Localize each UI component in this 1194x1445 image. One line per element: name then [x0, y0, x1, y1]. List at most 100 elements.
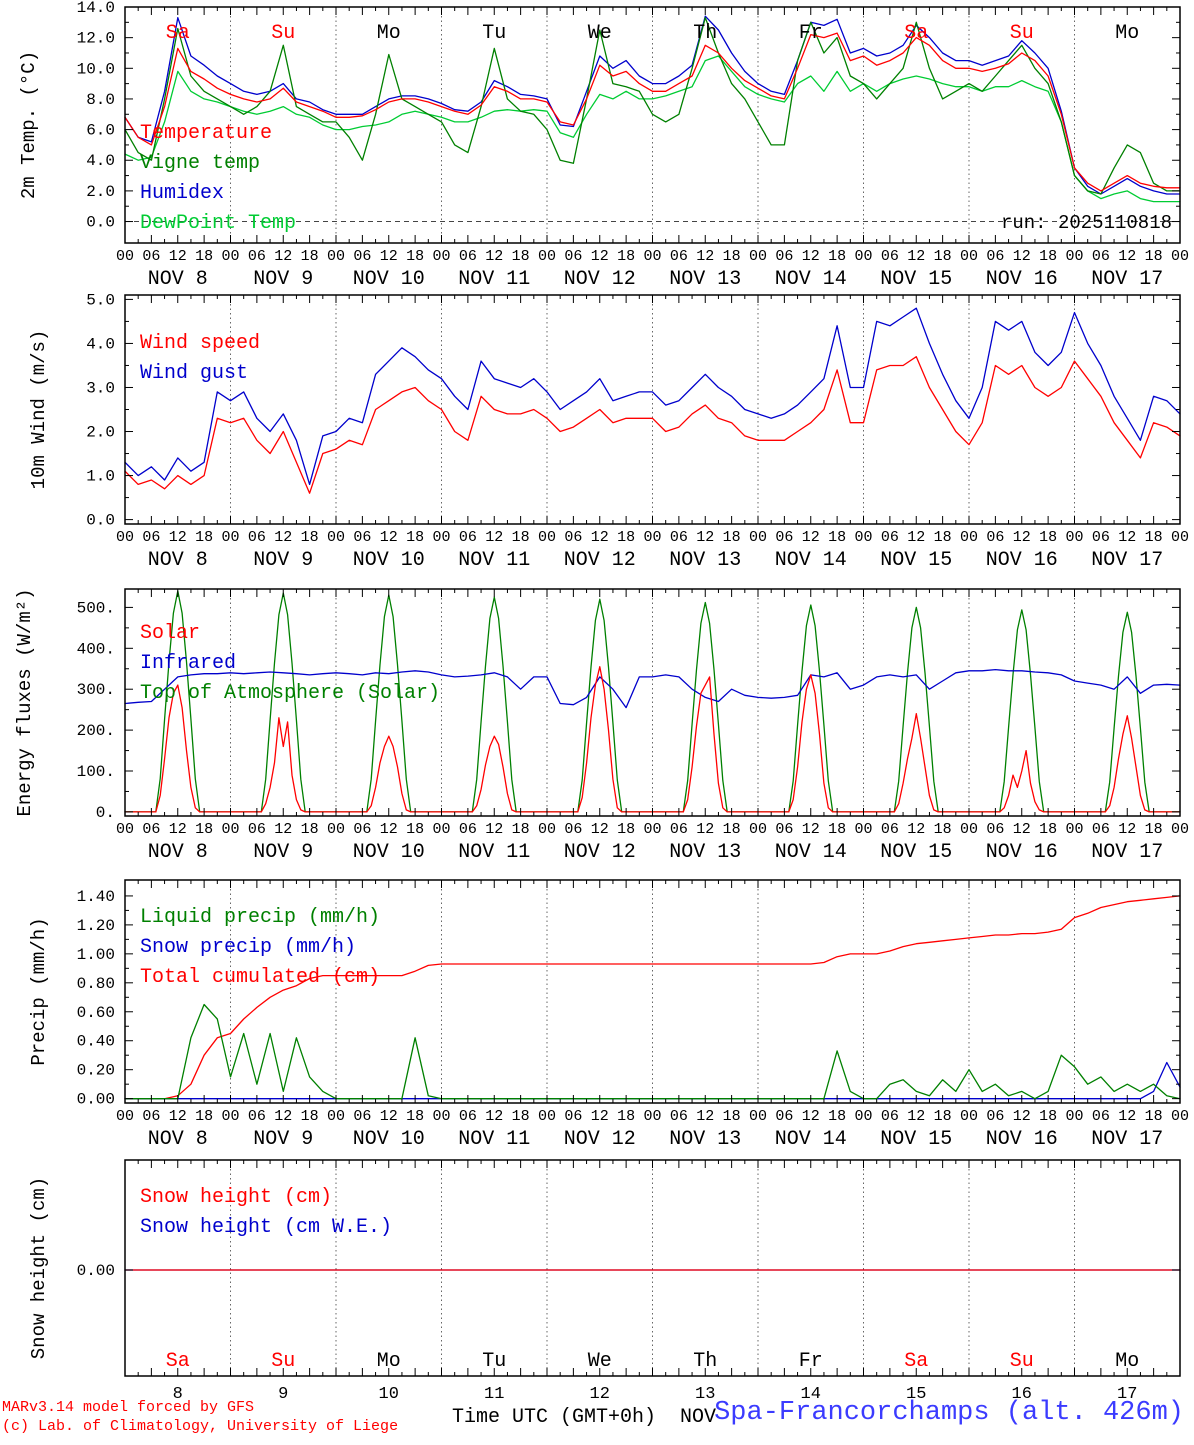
date-label: NOV 15 [880, 841, 952, 864]
date-label: NOV 8 [148, 1128, 208, 1151]
legend-humidex: Humidex [140, 182, 224, 205]
run-label: run: 2025110818 [1001, 212, 1172, 234]
y-axis-title: 2m Temp. (°C) [18, 51, 40, 199]
y-tick-label: 500. [77, 599, 115, 617]
hour-tick-label: 00 [1171, 1108, 1189, 1125]
date-label: NOV 10 [353, 1128, 425, 1151]
y-tick-label: 0.00 [77, 1091, 115, 1109]
series-wind-speed [124, 356, 1181, 494]
hour-tick-label: 00 [327, 1108, 345, 1125]
y-axis-title: 10m Wind (m/s) [28, 330, 50, 490]
date-label: NOV 11 [458, 268, 530, 291]
y-tick-label: 0.40 [77, 1033, 115, 1051]
hour-tick-label: 00 [960, 821, 978, 838]
hour-tick-label: 00 [538, 821, 556, 838]
day-name-label: Mo [377, 22, 401, 45]
hour-tick-label: 00 [432, 248, 450, 265]
hour-tick-label: 06 [775, 1108, 793, 1125]
series-dewpoint-temp [124, 55, 1181, 203]
panel-4: 0.00 0.20 0.40 0.60 0.80 1.00 1.20 1.40 00 06 12 18… [28, 879, 1189, 1151]
hour-tick-label: 18 [934, 1108, 952, 1125]
day-name-label: Mo [377, 1350, 401, 1373]
day-name-label: Sa [904, 1350, 928, 1373]
hour-tick-label: 00 [538, 529, 556, 546]
day-name-label: Tu [482, 1350, 506, 1373]
hour-tick-label: 00 [538, 248, 556, 265]
hour-tick-label: 06 [142, 248, 160, 265]
date-label: NOV 16 [986, 549, 1058, 572]
hour-tick-label: 12 [696, 248, 714, 265]
hour-tick-label: 12 [169, 821, 187, 838]
day-name-label: Fr [799, 1350, 823, 1373]
hour-tick-label: 12 [802, 821, 820, 838]
hour-tick-label: 00 [854, 1108, 872, 1125]
hour-tick-label: 18 [828, 821, 846, 838]
date-label: NOV 8 [148, 268, 208, 291]
hour-tick-label: 18 [1145, 821, 1163, 838]
y-axis-title: Snow height (cm) [28, 1177, 50, 1359]
hour-tick-label: 06 [775, 529, 793, 546]
hour-tick-label: 12 [274, 248, 292, 265]
legend-dewpoint-temp: DewPoint Temp [140, 212, 296, 235]
hour-tick-label: 06 [881, 821, 899, 838]
y-tick-label: 0.0 [86, 214, 115, 232]
hour-tick-label: 06 [881, 248, 899, 265]
hour-tick-label: 12 [485, 248, 503, 265]
legend-snow-height-cm-w-e-: Snow height (cm W.E.) [140, 1216, 392, 1239]
hour-tick-label: 18 [301, 1108, 319, 1125]
hour-tick-label: 12 [802, 248, 820, 265]
date-label: NOV 13 [669, 549, 741, 572]
hour-tick-label: 18 [1145, 529, 1163, 546]
hour-tick-label: 06 [881, 529, 899, 546]
legend-wind-gust: Wind gust [140, 362, 248, 385]
hour-tick-label: 18 [301, 248, 319, 265]
y-tick-label: 6.0 [86, 122, 115, 140]
hour-tick-label: 12 [907, 1108, 925, 1125]
hour-tick-label: 00 [221, 821, 239, 838]
hour-tick-label: 00 [643, 248, 661, 265]
hour-tick-label: 12 [380, 821, 398, 838]
date-label: NOV 9 [253, 549, 313, 572]
date-label: NOV 17 [1091, 841, 1163, 864]
day-name-label: Su [1010, 1350, 1034, 1373]
hour-tick-label: 06 [564, 529, 582, 546]
hour-tick-label: 12 [907, 248, 925, 265]
hour-tick-label: 00 [749, 529, 767, 546]
y-tick-label: 1.0 [86, 468, 115, 486]
y-axis-title: Precip (mm/h) [28, 917, 50, 1065]
hour-tick-label: 06 [353, 1108, 371, 1125]
hour-tick-label: 18 [406, 1108, 424, 1125]
hour-tick-label: 06 [564, 821, 582, 838]
date-label: NOV 10 [353, 268, 425, 291]
hour-tick-label: 06 [248, 529, 266, 546]
hour-tick-label: 12 [485, 529, 503, 546]
hour-tick-label: 00 [538, 1108, 556, 1125]
hour-tick-label: 00 [432, 529, 450, 546]
hour-tick-label: 18 [1145, 248, 1163, 265]
y-tick-label: 400. [77, 640, 115, 658]
y-tick-label: 0.80 [77, 975, 115, 993]
y-tick-label: 200. [77, 722, 115, 740]
hour-tick-label: 00 [960, 1108, 978, 1125]
day-name-label: Th [693, 1350, 717, 1373]
hour-tick-label: 06 [986, 821, 1004, 838]
day-number-label: 13 [695, 1385, 715, 1404]
date-label: NOV 14 [775, 1128, 847, 1151]
hour-tick-label: 18 [1039, 1108, 1057, 1125]
hour-tick-label: 18 [723, 529, 741, 546]
hour-tick-label: 18 [512, 1108, 530, 1125]
hour-tick-label: 06 [248, 821, 266, 838]
day-number-label: 15 [906, 1385, 926, 1404]
date-label: NOV 15 [880, 549, 952, 572]
day-name-label: Mo [1115, 22, 1139, 45]
legend-top-of-atmosphere-solar-: Top of Atmosphere (Solar) [140, 682, 440, 705]
hour-tick-label: 06 [459, 529, 477, 546]
hour-tick-label: 06 [459, 248, 477, 265]
y-tick-label: 12.0 [77, 30, 115, 48]
date-label: NOV 16 [986, 1128, 1058, 1151]
hour-tick-label: 00 [327, 248, 345, 265]
hour-tick-label: 00 [1171, 248, 1189, 265]
hour-tick-label: 06 [353, 821, 371, 838]
hour-tick-label: 06 [142, 1108, 160, 1125]
